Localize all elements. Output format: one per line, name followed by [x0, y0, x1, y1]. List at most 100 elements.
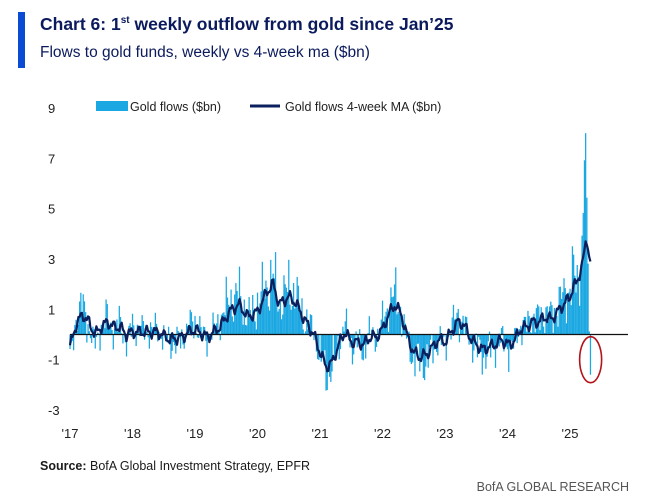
- gold-flow-bar: [231, 316, 233, 335]
- gold-flow-bar: [83, 301, 86, 335]
- gold-flow-bar: [479, 334, 481, 340]
- gold-flow-bar: [510, 334, 512, 341]
- gold-flow-bar: [94, 334, 96, 349]
- gold-flow-bar: [355, 331, 357, 335]
- gold-flow-bar: [166, 334, 169, 343]
- gold-flow-bar: [135, 334, 137, 347]
- gold-flow-bar: [575, 292, 577, 335]
- gold-flow-bar: [360, 334, 362, 346]
- gold-flow-bar: [457, 308, 459, 335]
- gold-flow-bar: [74, 325, 76, 335]
- gold-flow-bar: [342, 326, 344, 335]
- x-tick-label: '19: [187, 426, 204, 441]
- gold-flow-bar: [280, 319, 283, 335]
- gold-flow-bar: [268, 310, 271, 335]
- gold-flow-bar: [350, 334, 352, 338]
- gold-flow-bar: [289, 304, 291, 335]
- gold-flow-bar: [242, 324, 244, 335]
- gold-flow-bar: [331, 334, 333, 372]
- gold-flow-bar: [586, 197, 588, 335]
- gold-flow-bar: [451, 317, 453, 335]
- legend-label-gold-flows: Gold flows ($bn): [130, 100, 221, 114]
- gold-flow-bar: [190, 312, 193, 335]
- gold-flow-bar: [345, 308, 348, 335]
- gold-flow-bar: [526, 331, 528, 335]
- gold-flow-bar: [87, 324, 89, 335]
- gold-flow-bar: [573, 254, 575, 335]
- gold-flow-bar: [399, 306, 402, 335]
- gold-flow-bar: [193, 334, 195, 339]
- gold-flow-bar: [558, 286, 560, 335]
- gold-flow-bar: [139, 334, 141, 337]
- gold-flow-bar: [445, 334, 447, 361]
- gold-flow-bar: [481, 334, 483, 375]
- gold-flow-bar: [212, 312, 214, 335]
- gold-flow-bar: [367, 332, 369, 335]
- gold-flow-bar: [206, 334, 208, 357]
- gold-flow-bar: [538, 306, 540, 335]
- legend-label-gold-flows-ma: Gold flows 4-week MA ($bn): [285, 100, 441, 114]
- gold-flow-bar: [389, 312, 391, 335]
- gold-flow-bar: [396, 314, 398, 335]
- chart-title: Chart 6: 1st weekly outflow from gold si…: [40, 14, 453, 35]
- gold-flow-bar: [326, 334, 328, 391]
- brand-footer: BofA GLOBAL RESEARCH: [476, 480, 629, 494]
- gold-flow-bar: [176, 326, 178, 335]
- gold-flow-bar: [397, 311, 399, 335]
- gold-flow-bar: [278, 308, 280, 335]
- gold-flow-bar: [95, 334, 98, 337]
- gold-flow-bar: [552, 332, 554, 335]
- gold-flow-bar: [211, 334, 213, 340]
- gold-flow-bar: [438, 334, 440, 340]
- gold-flow-bar: [395, 267, 397, 335]
- gold-flow-bar: [236, 290, 238, 335]
- gold-flow-bar: [133, 325, 135, 335]
- gold-flow-bar: [434, 334, 437, 345]
- gold-flow-bar: [199, 316, 201, 335]
- gold-flow-bar: [496, 334, 498, 346]
- gold-flow-bar: [336, 334, 338, 352]
- y-tick-label: -3: [48, 403, 60, 418]
- gold-flow-bar: [582, 212, 584, 335]
- gold-flow-bar: [539, 330, 541, 335]
- gold-flow-bar: [282, 314, 284, 335]
- gold-flow-bar: [291, 305, 294, 335]
- gold-flow-bar: [92, 326, 94, 335]
- gold-flow-bar: [131, 313, 134, 335]
- gold-flow-bar: [324, 334, 326, 351]
- gold-flow-bar: [273, 278, 275, 335]
- source-text: BofA Global Investment Strategy, EPFR: [86, 459, 311, 473]
- gold-flow-bar: [223, 312, 225, 335]
- gold-flow-bar: [339, 334, 342, 350]
- gold-flow-bar: [536, 304, 539, 335]
- gold-flow-bar: [566, 293, 569, 335]
- gold-flow-bar: [296, 276, 298, 335]
- gold-flow-bar: [271, 279, 273, 335]
- gold-flow-bar: [125, 334, 128, 357]
- gold-flow-bar: [89, 334, 92, 339]
- gold-flow-bar: [491, 334, 493, 340]
- gold-flow-bar: [493, 334, 495, 348]
- gold-flow-bar: [568, 292, 570, 335]
- gold-flow-bar: [217, 314, 219, 335]
- gold-flow-bar: [333, 334, 336, 360]
- gold-flow-bar: [569, 288, 571, 335]
- gold-flow-bar: [309, 314, 312, 335]
- gold-flow-bar: [374, 334, 376, 352]
- x-tick-label: '20: [249, 426, 266, 441]
- gold-flow-bar: [279, 301, 281, 335]
- gold-flow-bar: [237, 299, 239, 335]
- gold-flow-bar: [205, 334, 207, 341]
- gold-flow-bar: [267, 306, 269, 335]
- gold-flow-bar: [343, 331, 345, 335]
- gold-flow-bar: [118, 305, 120, 335]
- gold-flow-bar: [294, 308, 296, 335]
- gold-flows-ma-line: [68, 240, 592, 373]
- gold-flow-bar: [297, 285, 300, 335]
- gold-flow-bar: [77, 324, 80, 335]
- gold-flow-bar: [112, 334, 114, 350]
- gold-flow-bar: [171, 334, 173, 351]
- gold-flow-bar: [450, 334, 452, 340]
- gold-flow-bar: [452, 304, 455, 335]
- gold-flow-bar: [76, 330, 78, 335]
